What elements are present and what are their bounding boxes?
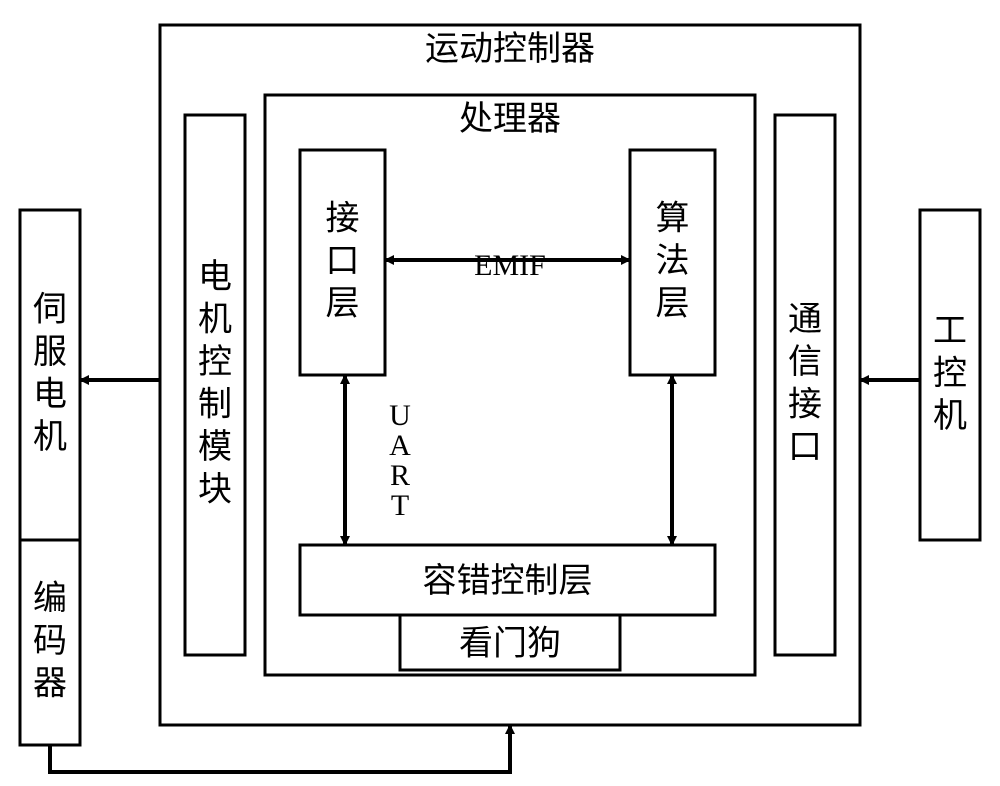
label-emif: EMIF: [474, 249, 546, 282]
box-label-servo_motor: 电: [33, 376, 67, 414]
label-uart: U: [389, 399, 411, 432]
box-label-algo_layer: 算: [656, 199, 690, 237]
box-label-ipc: 控: [933, 354, 967, 392]
box-label-motor_ctrl: 控: [198, 343, 232, 381]
box-label-watchdog: 看门狗: [459, 624, 561, 662]
box-label-servo_motor: 服: [33, 334, 67, 371]
box-label-interface_layer: 口: [326, 243, 360, 280]
box-label-comm_if: 通: [788, 302, 822, 339]
box-label-algo_layer: 法: [656, 242, 690, 280]
box-label-motor_ctrl: 块: [198, 472, 232, 509]
box-label-comm_if: 口: [788, 429, 822, 466]
box-label-encoder: 编: [33, 579, 67, 617]
box-label-motor_ctrl: 机: [198, 301, 232, 339]
box-label-servo_motor: 伺: [33, 291, 67, 329]
label-uart: R: [390, 459, 410, 492]
box-label-motor_ctrl: 电: [198, 258, 232, 296]
box-label-encoder: 器: [33, 665, 67, 702]
box-label-controller: 运动控制器: [425, 30, 595, 68]
box-label-comm_if: 信: [788, 343, 822, 381]
box-label-servo_motor: 机: [33, 418, 67, 456]
box-label-interface_layer: 层: [326, 285, 360, 322]
label-uart: A: [389, 429, 411, 462]
box-label-ipc: 机: [933, 397, 967, 435]
box-label-interface_layer: 接: [326, 200, 360, 237]
box-label-comm_if: 接: [788, 387, 822, 424]
box-label-ipc: 工: [933, 313, 967, 350]
box-label-fault_tol: 容错控制层: [423, 562, 593, 600]
label-uart: T: [391, 489, 409, 522]
box-label-algo_layer: 层: [656, 285, 690, 322]
box-label-motor_ctrl: 模: [198, 428, 232, 466]
box-label-processor: 处理器: [459, 101, 561, 138]
box-label-encoder: 码: [33, 623, 67, 660]
box-label-motor_ctrl: 制: [198, 387, 232, 424]
